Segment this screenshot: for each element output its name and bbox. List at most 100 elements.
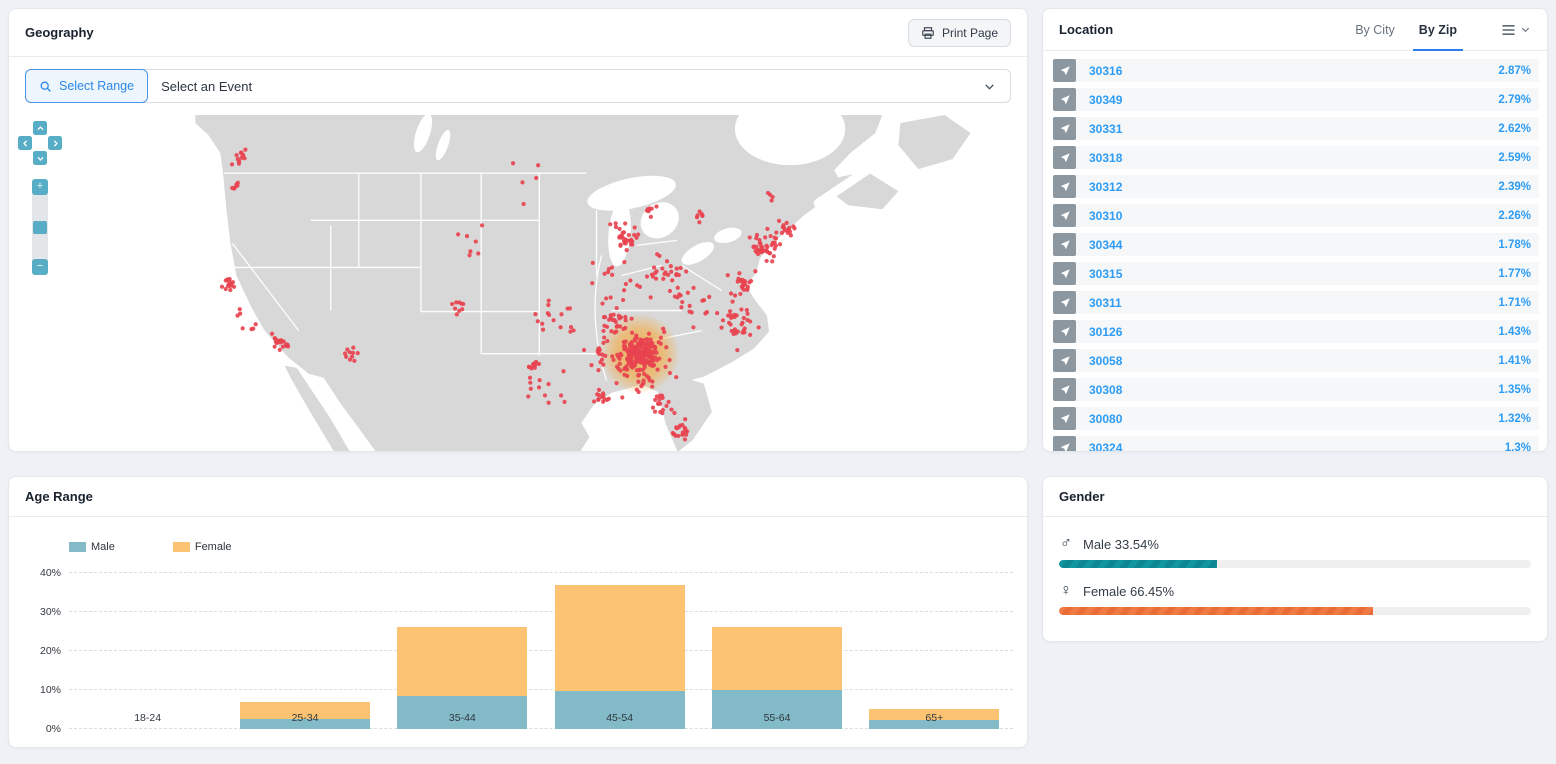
tab-by-zip[interactable]: By Zip (1412, 9, 1464, 51)
female-icon: ♀ (1060, 582, 1072, 599)
zoom-out-button[interactable]: − (32, 259, 48, 275)
geography-map[interactable]: + − (9, 111, 1027, 451)
chevron-left-icon (22, 139, 27, 147)
zip-link[interactable]: 30331 (1089, 121, 1123, 136)
zip-link[interactable]: 30058 (1089, 353, 1123, 368)
male-segment (869, 720, 1000, 729)
event-select[interactable]: Select an Event (147, 79, 1010, 94)
location-row[interactable]: 30126 1.43% (1053, 320, 1539, 343)
legend-swatch (69, 542, 86, 552)
zoom-slider-handle[interactable] (33, 221, 47, 234)
print-page-button[interactable]: Print Page (907, 18, 1011, 47)
bar-35-44: 35-44 (397, 573, 528, 729)
female-segment (711, 626, 843, 690)
zip-link[interactable]: 30126 (1089, 324, 1123, 339)
chevron-up-icon (36, 125, 44, 130)
location-row[interactable]: 30311 1.71% (1053, 291, 1539, 314)
location-row[interactable]: 30318 2.59% (1053, 146, 1539, 169)
zip-link[interactable]: 30344 (1089, 237, 1123, 252)
gridline: 30% (40, 606, 1013, 618)
pan-down-button[interactable] (33, 151, 47, 165)
zoom-in-button[interactable]: + (32, 179, 48, 195)
navigation-arrow-icon (1053, 117, 1076, 140)
chevron-right-icon (53, 139, 58, 147)
zip-link[interactable]: 30318 (1089, 150, 1123, 165)
select-range-button[interactable]: Select Range (25, 69, 149, 103)
x-axis-category-label: 45-54 (606, 712, 634, 724)
location-row[interactable]: 30331 2.62% (1053, 117, 1539, 140)
location-row[interactable]: 30310 2.26% (1053, 204, 1539, 227)
bar-65+: 65+ (869, 573, 1000, 729)
navigation-arrow-icon (1053, 262, 1076, 285)
female-segment (869, 709, 1000, 721)
map-dots (219, 147, 797, 442)
location-row[interactable]: 30344 1.78% (1053, 233, 1539, 256)
location-row[interactable]: 30316 2.87% (1053, 59, 1539, 82)
location-row[interactable]: 30315 1.77% (1053, 262, 1539, 285)
location-list: 30316 2.87% 30349 2.79% 30331 2.62% 30318 2.59%… (1043, 51, 1547, 451)
zip-percent: 2.39% (1498, 180, 1531, 193)
zip-link[interactable]: 30316 (1089, 63, 1123, 78)
location-row[interactable]: 30312 2.39% (1053, 175, 1539, 198)
search-icon (40, 81, 51, 92)
bar-45-54: 45-54 (554, 573, 685, 729)
zip-percent: 2.26% (1498, 209, 1531, 222)
geography-title: Geography (25, 25, 94, 40)
bar-25-34: 25-34 (239, 573, 371, 729)
navigation-arrow-icon (1053, 378, 1076, 401)
navigation-arrow-icon (1053, 436, 1076, 451)
pan-left-button[interactable] (18, 136, 32, 150)
legend-item-male: Male (69, 541, 115, 553)
x-axis-category-label: 25-34 (291, 712, 319, 724)
zip-link[interactable]: 30080 (1089, 411, 1123, 426)
event-select-placeholder: Select an Event (161, 78, 253, 94)
zip-link[interactable]: 30311 (1089, 295, 1122, 310)
location-row[interactable]: 30349 2.79% (1053, 88, 1539, 111)
map-zoom-slider[interactable]: + − (32, 179, 48, 275)
location-row[interactable]: 30308 1.35% (1053, 378, 1539, 401)
age-range-chart: Male Female 0% 10% 20% 30% 40% 18-24 25-34 35-44… (9, 517, 1027, 747)
gridline: 20% (40, 645, 1013, 657)
x-axis-category-label: 35-44 (448, 712, 476, 724)
zip-link[interactable]: 30308 (1089, 382, 1123, 397)
gender-male-label: Male 33.54% (1083, 536, 1159, 552)
zip-link[interactable]: 30315 (1089, 266, 1123, 281)
zip-percent: 1.43% (1498, 325, 1531, 338)
female-segment (554, 585, 685, 691)
zip-link[interactable]: 30312 (1089, 179, 1123, 194)
map-land (195, 115, 971, 451)
zip-link[interactable]: 30310 (1089, 208, 1123, 223)
location-options-menu[interactable] (1501, 24, 1531, 36)
left-column: Geography Print Page Select Range Select (8, 8, 1028, 748)
tab-by-city[interactable]: By City (1355, 22, 1395, 37)
gender-female-track (1059, 607, 1531, 615)
navigation-arrow-icon (1053, 349, 1076, 372)
gender-female-label: Female 66.45% (1083, 583, 1175, 599)
gridline: 10% (40, 684, 1013, 696)
gender-body: ♂ Male 33.54% ♀ Female 66.45% (1043, 517, 1547, 641)
location-row[interactable]: 30324 1.3% (1053, 436, 1539, 451)
pan-right-button[interactable] (48, 136, 62, 150)
female-segment (239, 702, 371, 720)
location-row[interactable]: 30080 1.32% (1053, 407, 1539, 430)
zip-percent: 1.35% (1498, 383, 1531, 396)
zip-link[interactable]: 30324 (1089, 440, 1123, 452)
navigation-arrow-icon (1053, 204, 1076, 227)
location-header: Location By City By Zip (1043, 9, 1547, 51)
y-axis-tick-label: 40% (39, 567, 61, 579)
navigation-arrow-icon (1053, 59, 1076, 82)
chevron-down-icon (36, 156, 44, 161)
zip-link[interactable]: 30349 (1089, 92, 1123, 107)
gender-header: Gender (1043, 477, 1547, 517)
location-panel: Location By City By Zip 30316 2.87% 30349 2.… (1042, 8, 1548, 452)
menu-icon (1502, 24, 1515, 35)
location-row[interactable]: 30058 1.41% (1053, 349, 1539, 372)
pan-up-button[interactable] (33, 121, 47, 135)
gender-male-row: ♂ Male 33.54% (1059, 531, 1531, 568)
y-axis-tick-label: 20% (39, 645, 61, 657)
zip-percent: 2.87% (1498, 64, 1531, 77)
gender-female-bar (1059, 607, 1373, 615)
map-pan-pad (18, 121, 62, 165)
zip-percent: 2.59% (1498, 151, 1531, 164)
zip-percent: 2.79% (1498, 93, 1531, 106)
